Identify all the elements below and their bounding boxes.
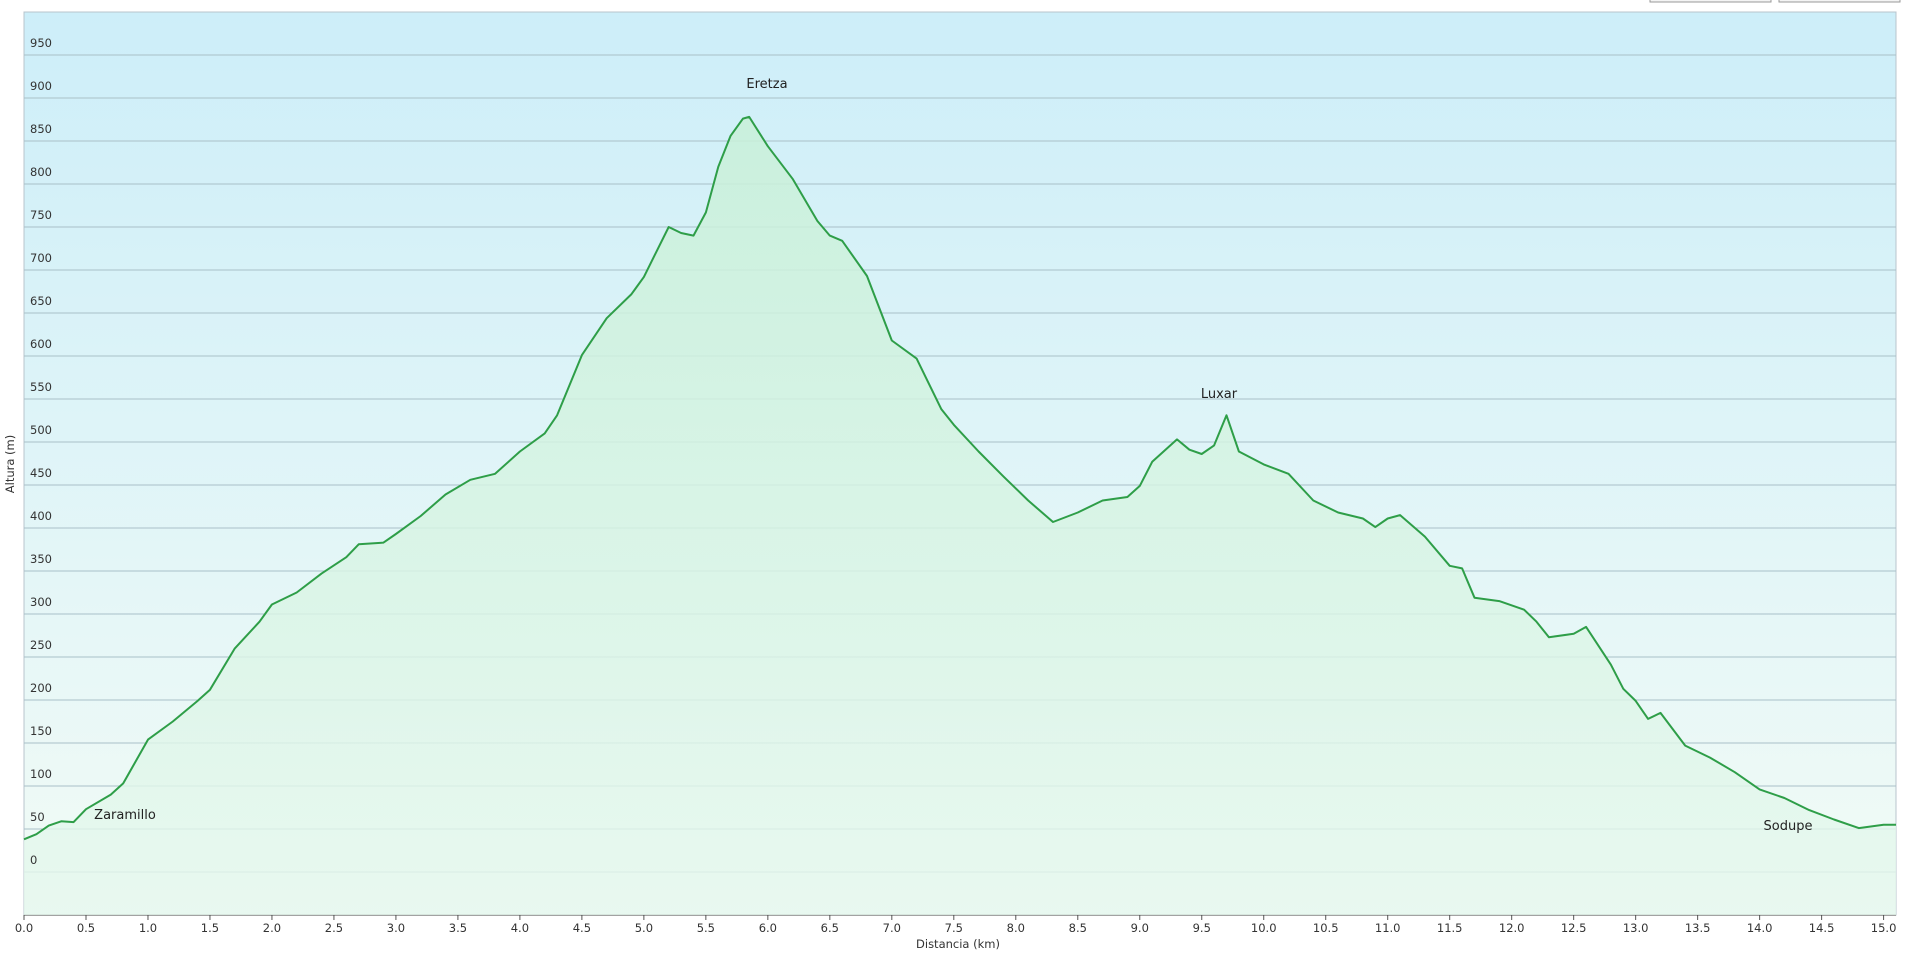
x-tick-label: 5.5 (697, 921, 715, 935)
x-tick-label: 4.0 (511, 921, 529, 935)
y-tick-label: 400 (30, 509, 52, 523)
button[interactable] (1649, 0, 1772, 3)
y-tick-label: 250 (30, 638, 52, 652)
x-axis-title: Distancia (km) (916, 937, 1000, 951)
y-tick-label: 450 (30, 466, 52, 480)
x-tick-label: 1.5 (201, 921, 219, 935)
x-tick-label: 10.5 (1313, 921, 1339, 935)
x-tick-label: 11.0 (1375, 921, 1401, 935)
annotation: Eretza (746, 77, 787, 92)
y-tick-label: 850 (30, 122, 52, 136)
x-tick-label: 13.5 (1685, 921, 1711, 935)
x-tick-label: 7.5 (945, 921, 963, 935)
elevation-line (23, 115, 1896, 841)
y-tick-label: 600 (30, 337, 52, 351)
x-tick-label: 12.0 (1499, 921, 1525, 935)
x-tick-label: 15.0 (1871, 921, 1897, 935)
x-tick-label: 10.0 (1251, 921, 1277, 935)
button[interactable] (1778, 0, 1901, 3)
x-tick-label: 7.0 (883, 921, 901, 935)
area-fill (24, 116, 1896, 915)
y-tick-label: 800 (30, 165, 52, 179)
x-tick-label: 8.5 (1069, 921, 1087, 935)
x-tick-label: 9.0 (1131, 921, 1149, 935)
y-tick-label: 150 (30, 724, 52, 738)
y-tick-label: 950 (30, 36, 52, 50)
y-tick-label: 700 (30, 251, 52, 265)
x-tick-label: 5.0 (635, 921, 653, 935)
x-tick-label: 13.0 (1623, 921, 1649, 935)
x-tick-label: 3.5 (449, 921, 467, 935)
y-tick-label: 900 (30, 79, 52, 93)
x-tick-label: 6.5 (821, 921, 839, 935)
x-tick-label: 9.5 (1193, 921, 1211, 935)
y-tick-label: 500 (30, 423, 52, 437)
x-tick-label: 8.0 (1007, 921, 1025, 935)
x-tick-label: 2.0 (263, 921, 281, 935)
x-tick-label: 11.5 (1437, 921, 1463, 935)
y-tick-label: 750 (30, 208, 52, 222)
x-tick-label: 14.0 (1747, 921, 1773, 935)
y-tick-label: 300 (30, 595, 52, 609)
x-tick-label: 1.0 (139, 921, 157, 935)
y-tick-label: 350 (30, 552, 52, 566)
x-tick-label: 6.0 (759, 921, 777, 935)
x-tick-label: 0.5 (77, 921, 95, 935)
x-tick-label: 0.0 (15, 921, 33, 935)
annotation: Zaramillo (94, 808, 156, 823)
y-tick-label: 200 (30, 681, 52, 695)
y-tick-label: 100 (30, 767, 52, 781)
x-tick-label: 3.0 (387, 921, 405, 935)
y-tick-label: 650 (30, 294, 52, 308)
y-tick-label: 550 (30, 380, 52, 394)
y-axis-title: Altura (m) (3, 435, 17, 493)
annotation: Sodupe (1764, 819, 1813, 834)
x-tick-label: 4.5 (573, 921, 591, 935)
y-tick-label: 0 (30, 853, 37, 867)
y-tick-label: 50 (30, 810, 45, 824)
x-tick-label: 2.5 (325, 921, 343, 935)
x-tick-label: 12.5 (1561, 921, 1587, 935)
x-tick-label: 14.5 (1809, 921, 1835, 935)
annotation: Luxar (1201, 387, 1238, 402)
